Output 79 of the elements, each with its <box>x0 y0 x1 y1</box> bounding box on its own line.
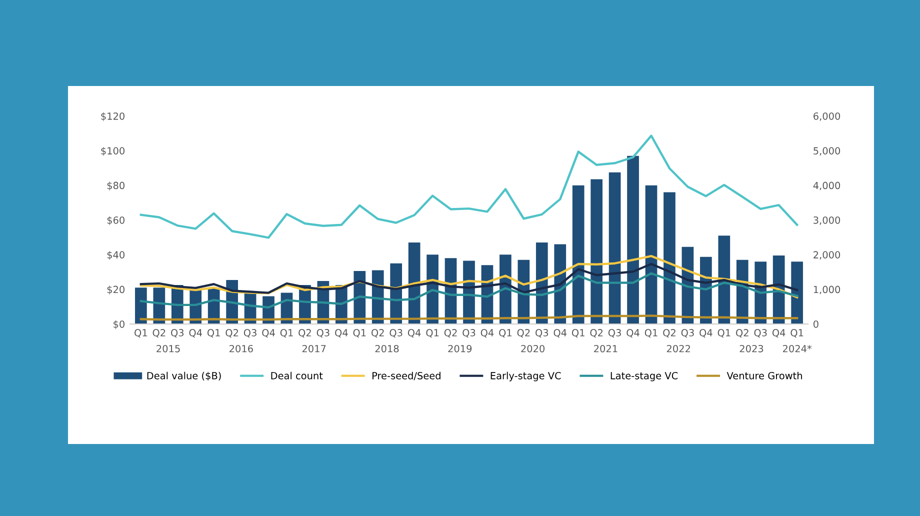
legend-label: Venture Growth <box>726 372 802 380</box>
y-tick-label: $40 <box>107 250 124 260</box>
x-tick-label: Q3 <box>536 329 548 338</box>
x-tick-label: Q3 <box>390 329 402 338</box>
y-tick-label: $120 <box>101 112 124 122</box>
text: 2019 <box>448 344 472 352</box>
x-tick-label: Q3 <box>244 329 256 338</box>
x-tick-label: Q1 <box>790 329 804 338</box>
x-tick-label: Q1 <box>644 329 658 338</box>
x-tick-label: Q2 <box>298 329 311 338</box>
x-tick-label: Q3 <box>754 329 767 338</box>
x-tick-label: Q3 <box>316 329 330 338</box>
x-tick-label: Q4 <box>554 329 566 338</box>
y-tick-label: $20 <box>107 286 124 294</box>
x-tick-label: Q4 <box>480 329 494 338</box>
x-tick-label: Q4 <box>626 329 640 338</box>
x-tick-label: Q4 <box>772 329 786 338</box>
bar <box>135 288 147 324</box>
x-tick-label: Q2 <box>663 329 676 338</box>
y2-tick-label: 6,000 <box>814 112 840 121</box>
x-tick-label: Q1 <box>718 329 730 338</box>
x-tick-label: Q2 <box>590 329 603 338</box>
bar <box>627 156 639 324</box>
x-tick-label: Q1 <box>426 329 439 338</box>
line-series <box>140 134 798 239</box>
text: 2023 <box>740 344 764 352</box>
x-tick-label: Q3 <box>608 329 621 338</box>
x-tick-label: Q4 <box>262 329 275 338</box>
x-tick-label: Q2 <box>152 329 166 338</box>
legend-label: Deal count <box>271 372 323 380</box>
x-tick-label: Q2 <box>444 329 457 338</box>
bar <box>645 185 658 324</box>
y2-tick-label: 3,000 <box>814 216 840 225</box>
x-tick-label: Q1 <box>134 329 147 338</box>
legend-label: Deal value ($B) <box>147 372 221 381</box>
y2-tick-label: 5,000 <box>814 147 840 156</box>
x-tick-label: Q2 <box>517 329 530 338</box>
y2-tick-label: 2,000 <box>814 251 840 260</box>
text: 2024* <box>782 344 812 352</box>
legend-label: Early-stage VC <box>490 372 561 382</box>
x-tick-label: Q1 <box>572 329 584 338</box>
y2-tick-label: 4,000 <box>813 182 840 190</box>
x-tick-label: Q1 <box>499 329 512 338</box>
legend-label: Late-stage VC <box>610 372 678 382</box>
x-tick-label: Q2 <box>371 329 384 338</box>
y2-tick-label: 1,000 <box>814 286 840 294</box>
text: 2017 <box>302 344 326 352</box>
y-tick-label: $80 <box>107 182 124 190</box>
x-tick-label: Q4 <box>700 329 712 338</box>
x-tick-label: Q4 <box>408 329 421 338</box>
x-tick-label: Q3 <box>681 329 694 338</box>
legend-label: Pre-seed/Seed <box>372 372 440 380</box>
bar <box>791 262 803 324</box>
bar <box>590 179 603 324</box>
line-series <box>140 262 798 294</box>
x-tick-label: Q2 <box>226 329 238 338</box>
x-tick-label: Q1 <box>280 329 293 338</box>
text: 2015 <box>156 344 180 352</box>
text: 2018 <box>375 344 399 352</box>
y-tick-label: $0 <box>114 320 124 330</box>
x-tick-label: Q4 <box>189 329 202 338</box>
line-series <box>140 272 798 308</box>
bar <box>608 172 621 324</box>
x-tick-label: Q3 <box>171 329 184 338</box>
x-tick-label: Q1 <box>207 329 220 338</box>
bar <box>664 192 676 324</box>
x-tick-label: Q2 <box>736 329 748 338</box>
line-series <box>140 254 798 298</box>
x-tick-label: Q1 <box>353 329 366 338</box>
y2-tick-label: 0 <box>814 320 818 328</box>
y-tick-label: $100 <box>101 146 124 156</box>
text: 2016 <box>230 344 253 352</box>
y-tick-label: $60 <box>107 216 124 226</box>
x-tick-label: Q3 <box>462 329 476 338</box>
text: 2020 <box>521 344 545 352</box>
text: 2022 <box>666 344 690 352</box>
x-tick-label: Q4 <box>335 329 348 338</box>
text: 2021 <box>594 344 618 352</box>
bar <box>572 185 584 324</box>
